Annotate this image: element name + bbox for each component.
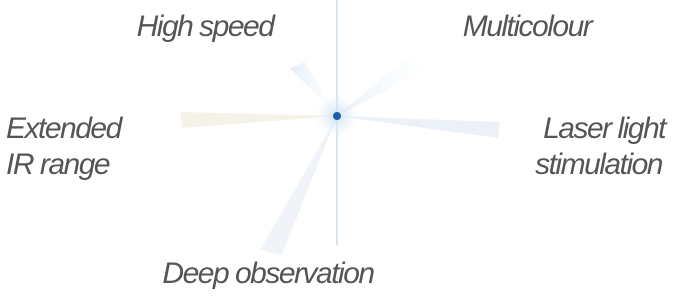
ray [337,116,500,138]
label: Extended [6,112,124,145]
label: Deep observation [162,257,374,290]
label: IR range [6,148,110,181]
ray [180,112,337,128]
label: stimulation [535,148,663,181]
ray [260,116,337,255]
center-dot [333,112,341,120]
diagram: High speed Multicolour Extended IR range… [0,0,694,297]
label: High speed [137,10,277,43]
label: Multicolour [463,10,594,43]
label: Laser light [543,112,668,145]
